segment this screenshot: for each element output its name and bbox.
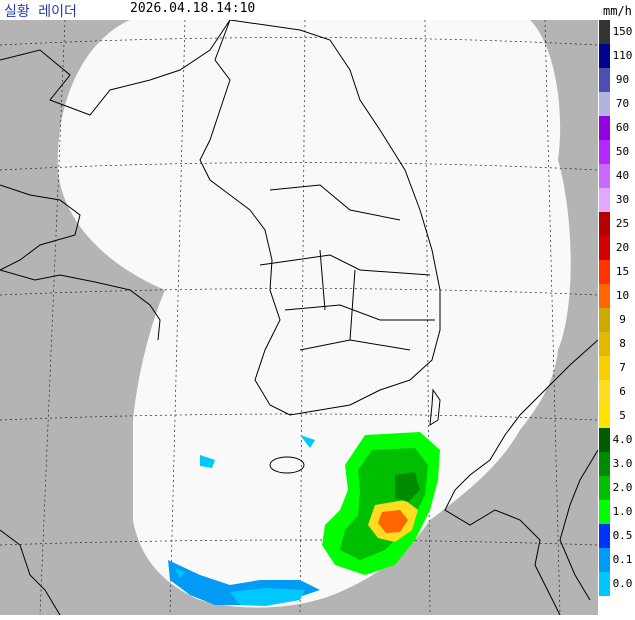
legend-label: 40 <box>615 169 630 182</box>
legend-label: 1.0 <box>612 505 633 518</box>
legend-swatch <box>599 44 610 68</box>
legend-swatch <box>599 284 610 308</box>
legend-label: 7 <box>619 361 626 374</box>
legend-swatch <box>599 236 610 260</box>
legend-swatch <box>599 476 610 500</box>
legend-label: 0.1 <box>612 553 633 566</box>
legend-label: 5 <box>619 409 626 422</box>
legend-swatch <box>599 140 610 164</box>
legend-label: 3.0 <box>612 457 633 470</box>
legend-swatch <box>599 332 610 356</box>
page-title: 실황 레이더 <box>4 4 77 20</box>
china-coast <box>0 20 231 116</box>
radar-coverage-area <box>57 20 571 608</box>
legend-label: 150 <box>612 25 633 38</box>
unit-label: mm/h <box>603 4 632 18</box>
legend-label: 25 <box>615 217 630 230</box>
timestamp: 2026.04.18.14:10 <box>130 1 256 16</box>
legend-label: 0.5 <box>612 529 633 542</box>
legend-swatch <box>599 92 610 116</box>
echo-orange <box>378 510 408 533</box>
korea-peninsula <box>199 20 441 416</box>
legend-swatch <box>599 428 610 452</box>
legend-swatch <box>599 380 610 404</box>
legend-swatch <box>599 260 610 284</box>
legend-swatch <box>599 500 610 524</box>
legend-label: 8 <box>619 337 626 350</box>
legend-label: 4.0 <box>612 433 633 446</box>
legend-label: 2.0 <box>612 481 633 494</box>
legend-swatch <box>599 116 610 140</box>
legend-swatch <box>599 524 610 548</box>
echo-dark-core <box>395 472 420 502</box>
legend-swatch <box>599 68 610 92</box>
legend-swatch <box>599 404 610 428</box>
legend-label: 60 <box>615 121 630 134</box>
lat-lon-grid <box>0 20 598 615</box>
legend-label: 90 <box>615 73 630 86</box>
legend-swatch <box>599 308 610 332</box>
legend-label: 15 <box>615 265 630 278</box>
legend-swatch <box>599 212 610 236</box>
korea-provinces <box>259 184 435 351</box>
coastlines <box>0 20 598 615</box>
china-coast-south-2 <box>0 269 161 341</box>
echo-blue-band <box>230 588 305 606</box>
legend-swatch <box>599 572 610 596</box>
color-legend: 150 110 90 70 60 50 40 30 25 20 15 10 9 8 7 6 5 4.0 3.0 2.0… <box>598 20 635 610</box>
tsushima <box>429 388 441 426</box>
china-coast-south <box>0 184 81 271</box>
legend-label: 10 <box>615 289 630 302</box>
legend-swatch <box>599 356 610 380</box>
radar-map[interactable] <box>0 20 598 615</box>
china-far-south <box>0 529 61 615</box>
legend-label: 0.0 <box>612 577 633 590</box>
legend-label: 9 <box>619 313 626 326</box>
precipitation-echoes <box>168 432 440 606</box>
japan-coast <box>444 339 598 615</box>
legend-label: 110 <box>612 49 633 62</box>
legend-label: 30 <box>615 193 630 206</box>
legend-label: 20 <box>615 241 630 254</box>
legend-swatch <box>599 20 610 44</box>
legend-swatch <box>599 188 610 212</box>
jeju-island <box>269 456 305 474</box>
legend-swatch <box>599 452 610 476</box>
legend-label: 6 <box>619 385 626 398</box>
legend-swatch <box>599 164 610 188</box>
legend-label: 50 <box>615 145 630 158</box>
legend-swatch <box>599 548 610 572</box>
legend-label: 70 <box>615 97 630 110</box>
